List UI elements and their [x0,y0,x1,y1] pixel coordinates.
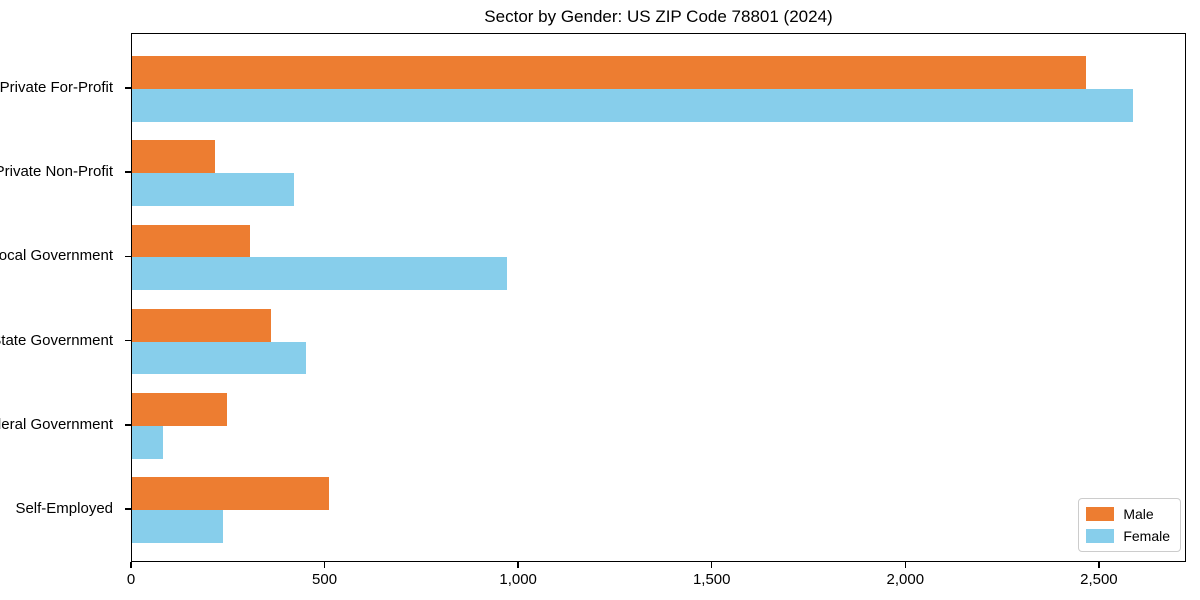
bar-male-local-government [132,224,250,258]
x-tick-label-1000: 1,000 [499,571,537,588]
chart-title: Sector by Gender: US ZIP Code 78801 (202… [484,7,833,26]
legend-label-female: Female [1123,528,1170,544]
bar-male-federal-government [132,393,227,426]
x-tick-label-2000: 2,000 [886,571,925,588]
y-tick-private-non-profit [125,171,131,173]
bar-female-state-government [132,341,306,375]
bar-female-private-for-profit [132,89,1133,122]
bar-male-private-non-profit [132,140,216,174]
plot-area: Male Female [131,33,1186,562]
y-tick-self-employed [125,508,131,510]
legend-label-male: Male [1123,506,1154,522]
bar-female-federal-government [132,425,163,459]
x-tick-label-1500: 1,500 [692,571,731,588]
bar-female-local-government [132,257,507,291]
y-label-self-employed: Self-Employed [15,500,113,518]
y-tick-state-government [125,339,131,342]
bar-male-state-government [132,308,272,342]
x-axis: 0 500 1,000 1,500 2,000 2,500 [127,562,1186,598]
legend-item-female: Female [1086,528,1170,544]
male-swatch-icon [1086,507,1115,521]
x-tick-mark-2000 [904,562,907,568]
x-tick-mark-1000 [517,562,519,568]
y-tick-federal-government [125,424,131,426]
x-tick-label-2500: 2,500 [1080,571,1118,588]
legend-item-male: Male [1086,506,1170,522]
y-axis-labels: Private For-Profit Private Non-Profit Loca… [0,33,121,562]
x-tick-mark-0 [130,562,132,568]
x-tick-mark-500 [323,562,326,568]
bar-male-private-for-profit [132,56,1087,89]
x-tick-label-0: 0 [126,571,136,588]
bar-female-private-non-profit [132,173,295,207]
bar-male-self-employed [132,477,330,511]
x-tick-mark-2500 [1098,562,1100,568]
legend: Male Female [1078,498,1181,552]
y-label-private-non-profit: Private Non-Profit [0,163,113,181]
y-tick-local-government [125,255,131,258]
x-tick-label-500: 500 [312,571,338,588]
female-swatch-icon [1086,529,1115,543]
y-tick-private-for-profit [125,87,131,89]
y-label-local-government: Local Government [0,247,113,265]
x-tick-mark-1500 [710,562,713,568]
bar-female-self-employed [132,510,223,543]
y-label-federal-government: Federal Government [0,415,113,433]
y-label-state-government: State Government [0,331,113,349]
y-label-private-for-profit: Private For-Profit [0,79,113,97]
